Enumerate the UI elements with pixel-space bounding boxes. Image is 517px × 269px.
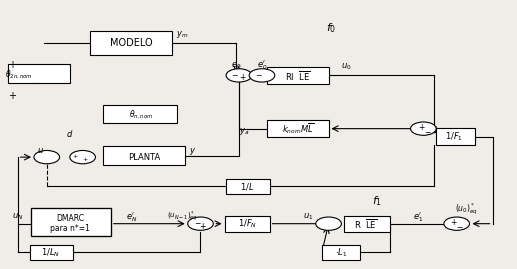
Text: MODELO: MODELO <box>110 38 153 48</box>
Text: $u_N$: $u_N$ <box>12 212 23 222</box>
Text: $f_0$: $f_0$ <box>326 21 336 35</box>
Text: $u$: $u$ <box>37 146 43 155</box>
Text: $-$: $-$ <box>423 126 431 135</box>
FancyBboxPatch shape <box>226 179 270 194</box>
Text: $+$: $+$ <box>418 122 425 132</box>
FancyBboxPatch shape <box>90 31 172 55</box>
Circle shape <box>34 150 59 164</box>
FancyBboxPatch shape <box>344 216 390 232</box>
Circle shape <box>249 69 275 82</box>
Text: $d$: $d$ <box>66 128 73 139</box>
FancyBboxPatch shape <box>103 147 185 165</box>
FancyBboxPatch shape <box>267 67 329 84</box>
Text: $f_1$: $f_1$ <box>372 194 383 208</box>
FancyBboxPatch shape <box>32 208 111 236</box>
Text: $+$: $+$ <box>239 72 247 82</box>
Text: $u_1$: $u_1$ <box>303 212 313 222</box>
Text: $1/F_N$: $1/F_N$ <box>237 217 257 230</box>
Text: $(u_{N-1})_{eq}^*$: $(u_{N-1})_{eq}^*$ <box>167 210 198 224</box>
Circle shape <box>226 69 252 82</box>
Text: $-$: $-$ <box>231 69 239 78</box>
Text: +: + <box>8 60 17 70</box>
Text: $y$: $y$ <box>189 146 196 157</box>
Text: $\cdot L_1$: $\cdot L_1$ <box>335 246 347 259</box>
FancyBboxPatch shape <box>436 128 475 145</box>
Text: $1/F_1$: $1/F_1$ <box>445 131 463 143</box>
Text: $e_N'$: $e_N'$ <box>126 210 137 224</box>
FancyBboxPatch shape <box>103 105 177 122</box>
Text: $y_a$: $y_a$ <box>239 126 249 137</box>
Text: PLANTA: PLANTA <box>128 153 160 162</box>
Text: $+$: $+$ <box>199 221 207 231</box>
Text: $+$: $+$ <box>72 152 78 160</box>
FancyBboxPatch shape <box>267 120 329 137</box>
Text: $1/L$: $1/L$ <box>240 181 255 192</box>
Text: $k_{nom}M\overline{L}$: $k_{nom}M\overline{L}$ <box>282 122 314 136</box>
Circle shape <box>444 217 469 230</box>
Text: $y_m$: $y_m$ <box>176 29 189 40</box>
Text: $\theta_{2n,nom}$: $\theta_{2n,nom}$ <box>5 69 33 81</box>
Text: $\theta_{n,nom}$: $\theta_{n,nom}$ <box>129 108 154 121</box>
Circle shape <box>316 217 341 230</box>
Circle shape <box>70 150 96 164</box>
Text: $+$: $+$ <box>450 217 458 227</box>
FancyBboxPatch shape <box>322 245 360 260</box>
Text: $-$: $-$ <box>457 221 464 230</box>
Text: $\mathsf{RI\ \ \overline{LE}}$: $\mathsf{RI\ \ \overline{LE}}$ <box>285 69 311 83</box>
Circle shape <box>410 122 436 135</box>
Text: $-$: $-$ <box>254 69 262 78</box>
FancyBboxPatch shape <box>224 216 270 232</box>
Text: $e_0$: $e_0$ <box>231 60 241 70</box>
Text: $u_0$: $u_0$ <box>341 61 352 72</box>
Text: $+$: $+$ <box>82 155 88 163</box>
Text: $\mathsf{R\ \ \overline{LE}}$: $\mathsf{R\ \ \overline{LE}}$ <box>354 218 377 231</box>
Text: $1/L_N$: $1/L_N$ <box>41 246 60 259</box>
Text: $e_0'$: $e_0'$ <box>257 59 267 72</box>
Text: $e_1'$: $e_1'$ <box>413 210 423 224</box>
FancyBboxPatch shape <box>8 64 70 83</box>
Text: $(u_0)_{eq}^*$: $(u_0)_{eq}^*$ <box>455 201 478 217</box>
FancyBboxPatch shape <box>30 245 73 260</box>
Text: +: + <box>8 91 17 101</box>
Circle shape <box>188 217 214 230</box>
Text: $-$: $-$ <box>194 218 202 226</box>
Text: DMARC
para n*=1: DMARC para n*=1 <box>50 214 90 233</box>
